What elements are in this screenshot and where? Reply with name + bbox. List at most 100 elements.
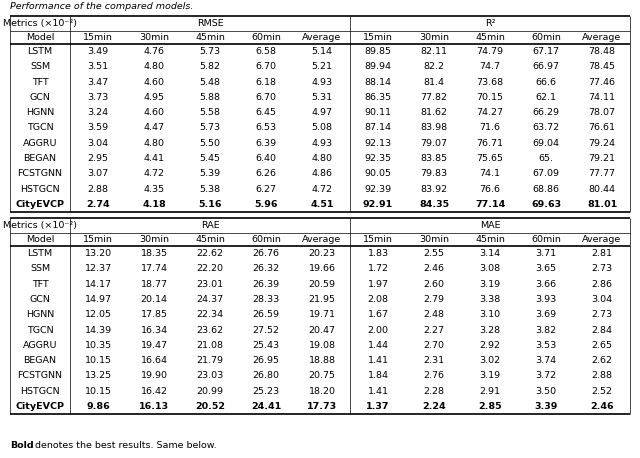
Text: 23.01: 23.01 xyxy=(196,280,223,289)
Text: 18.35: 18.35 xyxy=(140,249,168,258)
Text: 76.71: 76.71 xyxy=(477,139,504,148)
Text: 6.53: 6.53 xyxy=(255,124,276,132)
Text: 76.61: 76.61 xyxy=(589,124,616,132)
Text: 5.73: 5.73 xyxy=(200,124,221,132)
Text: 26.76: 26.76 xyxy=(253,249,280,258)
Text: 2.73: 2.73 xyxy=(591,264,612,273)
Text: 4.47: 4.47 xyxy=(143,124,164,132)
Text: 2.86: 2.86 xyxy=(591,280,612,289)
Text: 10.15: 10.15 xyxy=(84,387,111,396)
Text: 19.90: 19.90 xyxy=(141,371,168,380)
Text: 18.77: 18.77 xyxy=(141,280,168,289)
Text: 1.41: 1.41 xyxy=(367,387,388,396)
Text: Average: Average xyxy=(302,33,342,42)
Text: 74.11: 74.11 xyxy=(589,93,616,102)
Text: 2.28: 2.28 xyxy=(424,387,445,396)
Text: 83.98: 83.98 xyxy=(420,124,447,132)
Text: 3.59: 3.59 xyxy=(88,124,109,132)
Text: 3.19: 3.19 xyxy=(479,280,500,289)
Text: 19.66: 19.66 xyxy=(308,264,335,273)
Text: 2.76: 2.76 xyxy=(424,371,445,380)
Text: 92.91: 92.91 xyxy=(363,200,393,209)
Text: Performance of the compared models.: Performance of the compared models. xyxy=(10,2,193,11)
Text: 60min: 60min xyxy=(251,235,281,244)
Text: 78.07: 78.07 xyxy=(589,108,616,117)
Text: CityEVCP: CityEVCP xyxy=(15,200,65,209)
Text: 4.80: 4.80 xyxy=(312,154,333,163)
Text: 3.69: 3.69 xyxy=(536,310,557,319)
Text: FCSTGNN: FCSTGNN xyxy=(17,169,63,178)
Text: 20.23: 20.23 xyxy=(308,249,335,258)
Text: 92.13: 92.13 xyxy=(364,139,392,148)
Text: 22.20: 22.20 xyxy=(196,264,223,273)
Text: 5.39: 5.39 xyxy=(200,169,221,178)
Text: 86.35: 86.35 xyxy=(364,93,392,102)
Text: 3.10: 3.10 xyxy=(479,310,500,319)
Text: 6.70: 6.70 xyxy=(255,93,276,102)
Text: 15min: 15min xyxy=(363,33,393,42)
Text: RAE: RAE xyxy=(201,221,220,230)
Text: 3.93: 3.93 xyxy=(536,295,557,304)
Text: 4.93: 4.93 xyxy=(312,78,333,87)
Text: 2.81: 2.81 xyxy=(591,249,612,258)
Text: R²: R² xyxy=(484,19,495,28)
Text: 15min: 15min xyxy=(363,235,393,244)
Text: 60min: 60min xyxy=(531,33,561,42)
Text: 2.70: 2.70 xyxy=(424,341,445,350)
Text: 2.46: 2.46 xyxy=(424,264,445,273)
Text: 21.08: 21.08 xyxy=(196,341,223,350)
Text: 79.24: 79.24 xyxy=(589,139,616,148)
Text: 74.27: 74.27 xyxy=(477,108,504,117)
Text: LSTM: LSTM xyxy=(28,47,52,56)
Text: BEGAN: BEGAN xyxy=(24,356,56,365)
Text: 17.85: 17.85 xyxy=(141,310,168,319)
Text: 75.65: 75.65 xyxy=(477,154,504,163)
Text: 2.85: 2.85 xyxy=(478,402,502,411)
Text: 16.42: 16.42 xyxy=(141,387,168,396)
Text: 5.73: 5.73 xyxy=(200,47,221,56)
Text: 19.47: 19.47 xyxy=(141,341,168,350)
Text: 90.11: 90.11 xyxy=(365,108,392,117)
Text: 78.45: 78.45 xyxy=(589,62,616,71)
Text: 3.04: 3.04 xyxy=(88,139,109,148)
Text: 2.95: 2.95 xyxy=(88,154,109,163)
Text: 3.50: 3.50 xyxy=(536,387,557,396)
Text: 70.15: 70.15 xyxy=(477,93,504,102)
Text: 5.38: 5.38 xyxy=(200,185,221,194)
Text: 76.6: 76.6 xyxy=(479,185,500,194)
Text: HGNN: HGNN xyxy=(26,310,54,319)
Text: 17.73: 17.73 xyxy=(307,402,337,411)
Text: 2.74: 2.74 xyxy=(86,200,110,209)
Text: AGGRU: AGGRU xyxy=(23,139,57,148)
Text: 2.65: 2.65 xyxy=(591,341,612,350)
Text: TFT: TFT xyxy=(31,280,49,289)
Text: 19.71: 19.71 xyxy=(308,310,335,319)
Text: 26.39: 26.39 xyxy=(252,280,280,289)
Text: 60min: 60min xyxy=(531,235,561,244)
Text: Metrics (×10⁻²): Metrics (×10⁻²) xyxy=(3,19,77,28)
Text: 65.: 65. xyxy=(538,154,554,163)
Text: 81.4: 81.4 xyxy=(424,78,445,87)
Text: 81.62: 81.62 xyxy=(420,108,447,117)
Text: 17.74: 17.74 xyxy=(141,264,168,273)
Text: 79.83: 79.83 xyxy=(420,169,447,178)
Text: 4.80: 4.80 xyxy=(143,62,164,71)
Text: 6.45: 6.45 xyxy=(255,108,276,117)
Text: 6.27: 6.27 xyxy=(255,185,276,194)
Text: 6.18: 6.18 xyxy=(255,78,276,87)
Text: Model: Model xyxy=(26,235,54,244)
Text: 69.04: 69.04 xyxy=(532,139,559,148)
Text: 30min: 30min xyxy=(419,235,449,244)
Text: 81.01: 81.01 xyxy=(587,200,617,209)
Text: 26.59: 26.59 xyxy=(253,310,280,319)
Text: 90.05: 90.05 xyxy=(365,169,392,178)
Text: 83.85: 83.85 xyxy=(420,154,447,163)
Text: 4.41: 4.41 xyxy=(143,154,164,163)
Text: 1.83: 1.83 xyxy=(367,249,388,258)
Text: 26.32: 26.32 xyxy=(252,264,280,273)
Text: 4.51: 4.51 xyxy=(310,200,333,209)
Text: 5.88: 5.88 xyxy=(200,93,221,102)
Text: 4.95: 4.95 xyxy=(143,93,164,102)
Text: 3.72: 3.72 xyxy=(536,371,557,380)
Text: 3.65: 3.65 xyxy=(536,264,557,273)
